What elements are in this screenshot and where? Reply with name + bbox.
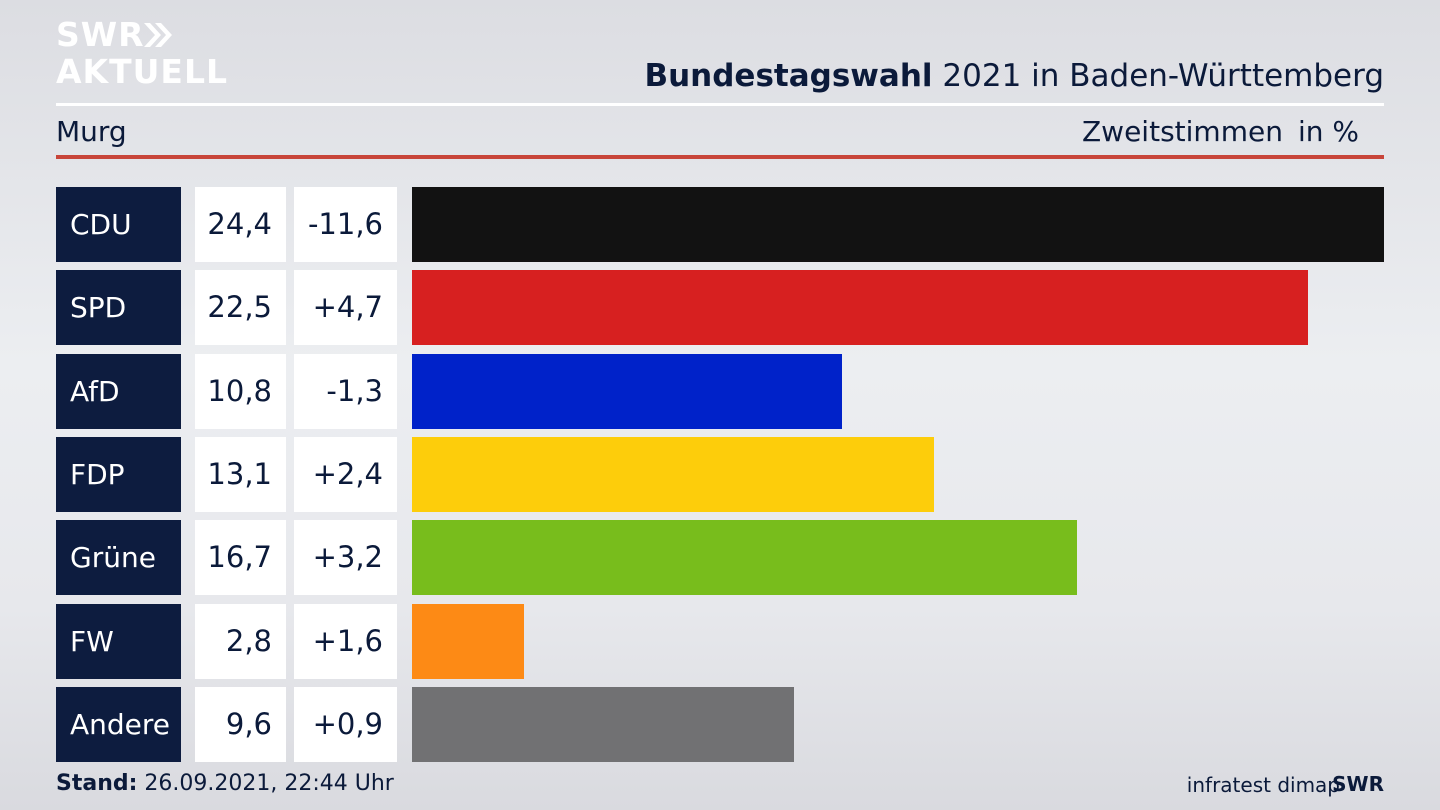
value-label: 16,7 xyxy=(195,520,286,596)
timestamp: Stand: 26.09.2021, 22:44 Uhr xyxy=(56,771,394,796)
chart-row: AfD 10,8 -1,3 xyxy=(0,353,1440,429)
title-strong: Bundestagswahl xyxy=(644,58,933,94)
value-label: 2,8 xyxy=(195,603,286,679)
value-label: 9,6 xyxy=(195,686,286,762)
swr-aktuell-logo: SWR AKTUELL xyxy=(56,18,236,90)
party-label: AfD xyxy=(56,353,181,429)
value-label: 13,1 xyxy=(195,436,286,512)
bar-grüne xyxy=(412,520,1078,596)
chart-row: Andere 9,6 +0,9 xyxy=(0,686,1440,762)
change-label: -1,3 xyxy=(294,353,397,429)
value-label: 24,4 xyxy=(195,187,286,262)
party-label: Grüne xyxy=(56,520,181,596)
swr-footer-logo: SWR xyxy=(1332,772,1384,796)
accent-divider xyxy=(56,155,1384,159)
chart-row: FDP 13,1 +2,4 xyxy=(0,436,1440,512)
party-label: Andere xyxy=(56,686,181,762)
change-label: -11,6 xyxy=(294,187,397,262)
value-label: 22,5 xyxy=(195,270,286,346)
chart-row: CDU 24,4 -11,6 xyxy=(0,187,1440,262)
bar-cdu xyxy=(412,187,1384,262)
bar-afd xyxy=(412,353,843,429)
chart-row: SPD 22,5 +4,7 xyxy=(0,270,1440,346)
chart-row: FW 2,8 +1,6 xyxy=(0,603,1440,679)
region-label: Murg xyxy=(56,115,127,148)
party-label: FW xyxy=(56,603,181,679)
stand-value: 26.09.2021, 22:44 Uhr xyxy=(137,771,394,796)
party-label: SPD xyxy=(56,270,181,346)
logo-text-swr: SWR xyxy=(56,15,145,54)
logo-text-aktuell: AKTUELL xyxy=(56,52,229,91)
change-label: +4,7 xyxy=(294,270,397,346)
bar-spd xyxy=(412,270,1309,346)
header-divider xyxy=(56,103,1384,106)
party-label: FDP xyxy=(56,436,181,512)
change-label: +2,4 xyxy=(294,436,397,512)
chart-row: Grüne 16,7 +3,2 xyxy=(0,520,1440,596)
bar-andere xyxy=(412,686,795,762)
change-label: +0,9 xyxy=(294,686,397,762)
value-label: 10,8 xyxy=(195,353,286,429)
chevron-right-icon xyxy=(144,23,172,47)
party-label: CDU xyxy=(56,187,181,262)
chart-title: Bundestagswahl 2021 in Baden-Württemberg xyxy=(644,58,1384,94)
change-label: +3,2 xyxy=(294,520,397,596)
source-label: infratest dimap xyxy=(1186,773,1340,797)
bar-fdp xyxy=(412,436,934,512)
bar-fw xyxy=(412,603,524,679)
measure-label: Zweitstimmen xyxy=(1082,115,1283,148)
change-label: +1,6 xyxy=(294,603,397,679)
unit-label: in % xyxy=(1298,115,1360,148)
footer-logo-text: SWR xyxy=(1332,772,1384,796)
title-rest: 2021 in Baden-Württemberg xyxy=(932,58,1384,94)
stand-label: Stand: xyxy=(56,771,138,796)
